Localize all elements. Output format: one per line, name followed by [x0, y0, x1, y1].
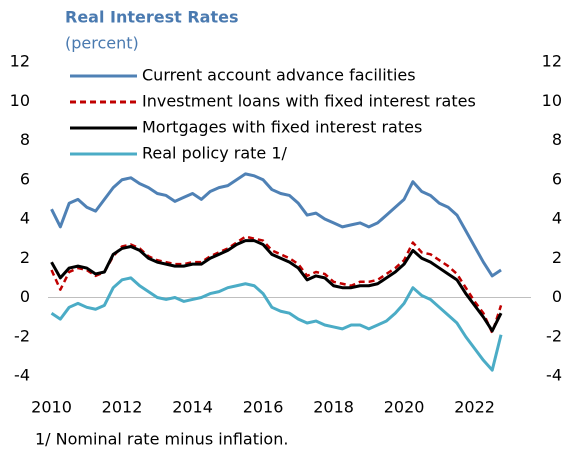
legend-label: Mortgages with fixed interest rates: [142, 118, 422, 137]
x-tick-label: 2012: [102, 398, 143, 417]
y2-tick-label: -2: [546, 326, 562, 345]
y-tick-label: 0: [20, 287, 30, 306]
legend-label: Investment loans with fixed interest rat…: [142, 92, 476, 111]
y-tick-label: -4: [14, 366, 30, 385]
legend-label: Current account advance facilities: [142, 66, 416, 85]
y-tick-label: 2: [20, 248, 30, 267]
y2-tick-label: 2: [552, 248, 562, 267]
y2-tick-label: 8: [552, 130, 562, 149]
y-tick-label: -2: [14, 326, 30, 345]
series-line: [50, 239, 503, 333]
y-tick-label: 12: [10, 52, 30, 71]
x-tick-label: 2010: [31, 398, 72, 417]
x-tick-label: 2022: [454, 398, 495, 417]
x-tick-label: 2020: [384, 398, 425, 417]
series-line: [50, 172, 502, 278]
series-line: [50, 235, 503, 335]
y2-tick-label: 0: [552, 287, 562, 306]
series-line: [50, 276, 503, 372]
x-tick-label: 2018: [313, 398, 354, 417]
x-tick-label: 2016: [243, 398, 284, 417]
y-tick-label: 6: [20, 169, 30, 188]
chart-title: Real Interest Rates: [65, 8, 239, 27]
y-tick-label: 4: [20, 209, 30, 228]
y-tick-label: 8: [20, 130, 30, 149]
y2-tick-label: -4: [546, 366, 562, 385]
y-tick-label: 10: [10, 91, 30, 110]
footnote: 1/ Nominal rate minus inflation.: [35, 430, 288, 449]
x-tick-label: 2014: [172, 398, 213, 417]
legend-label: Real policy rate 1/: [142, 144, 288, 163]
y2-tick-label: 4: [552, 209, 562, 228]
chart-subtitle: (percent): [65, 34, 139, 53]
y2-tick-label: 12: [542, 52, 562, 71]
y2-tick-label: 6: [552, 169, 562, 188]
y2-tick-label: 10: [542, 91, 562, 110]
